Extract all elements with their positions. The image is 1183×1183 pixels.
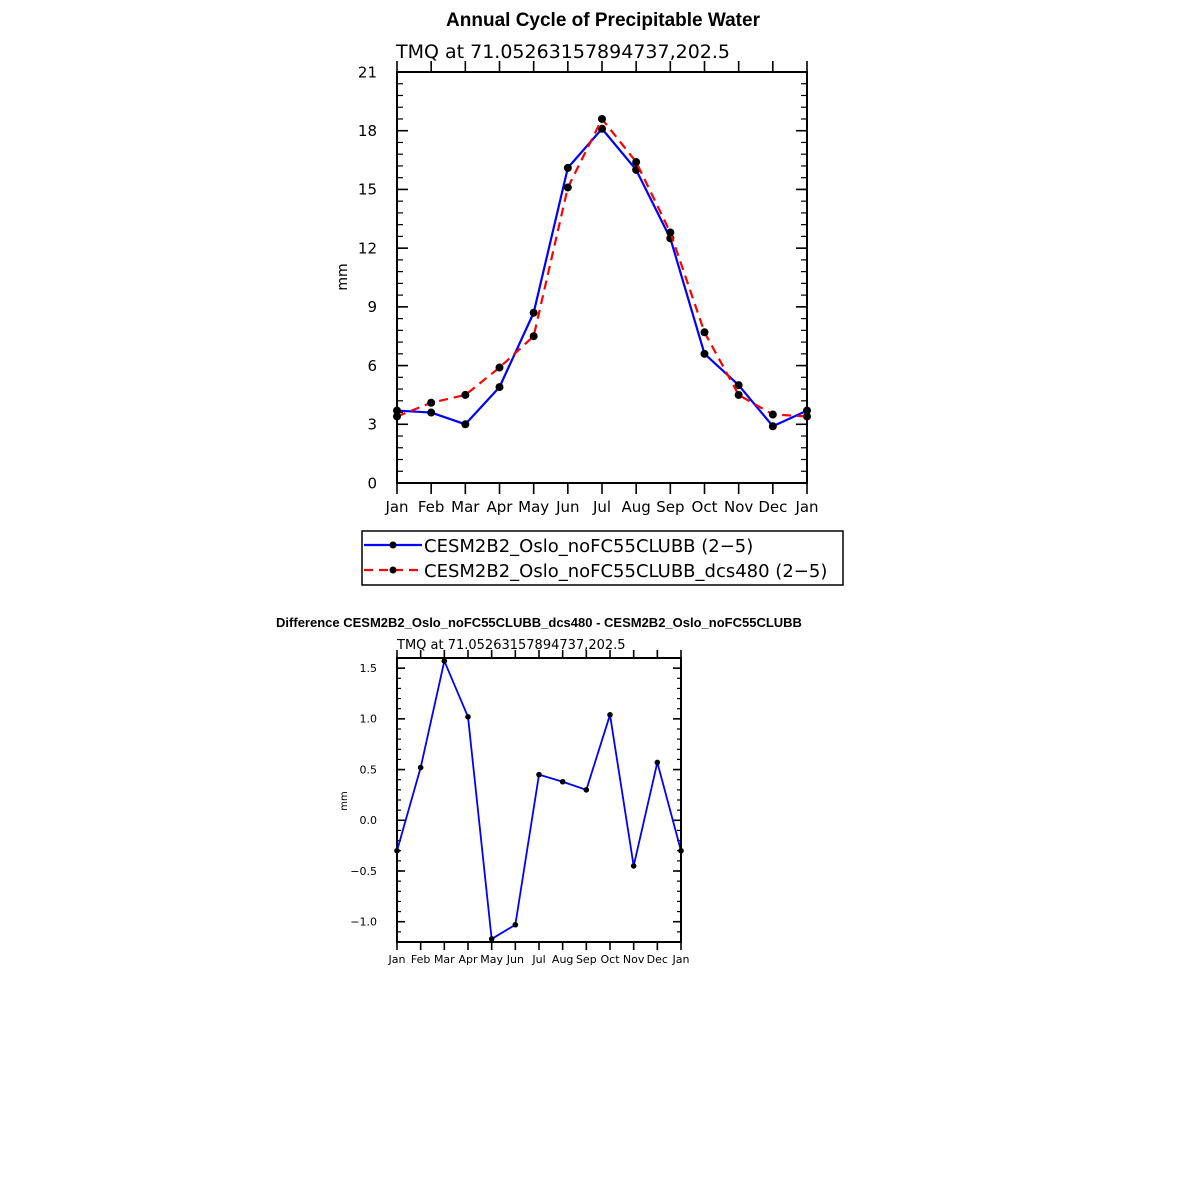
legend-label-series-1: CESM2B2_Oslo_noFC55CLUBB (2−5)	[424, 536, 753, 557]
x-tick-label: Nov	[724, 498, 753, 516]
x-tick-label: Dec	[647, 953, 668, 966]
x-tick-label: Nov	[623, 953, 645, 966]
series-line-2	[396, 117, 808, 418]
y-tick-label: 0.5	[360, 763, 378, 776]
chart1-title: Annual Cycle of Precipitable Water	[446, 10, 761, 31]
y-tick-label: 0	[367, 474, 377, 492]
chart2-ticks	[396, 650, 682, 950]
x-tick-label: Jan	[384, 498, 408, 516]
series-1-point	[441, 658, 448, 664]
x-tick-label: Apr	[487, 498, 514, 516]
y-tick-label: 15	[358, 181, 377, 199]
y-tick-label: 3	[367, 416, 377, 434]
chart1-ticks	[396, 61, 808, 494]
legend-box	[361, 530, 844, 586]
y-tick-label: 18	[358, 122, 377, 140]
series-1-point	[583, 787, 590, 793]
series-2-point	[666, 228, 675, 237]
y-tick-label: 1.0	[360, 713, 378, 726]
x-tick-label: May	[518, 498, 549, 516]
series-2-point	[598, 114, 606, 123]
y-tick-label: 1.5	[360, 662, 378, 675]
x-tick-label: Oct	[600, 953, 620, 966]
y-tick-label: 21	[358, 63, 377, 81]
x-tick-label: Jun	[555, 498, 579, 516]
series-line-1	[396, 660, 682, 940]
difference-chart: Difference CESM2B2_Oslo_noFC55CLUBB_dcs4…	[276, 615, 802, 966]
series-1-point	[536, 771, 542, 778]
series-1-point	[607, 712, 613, 718]
series-1-point	[495, 383, 504, 392]
chart2-series	[394, 658, 684, 942]
series-1-point	[427, 408, 436, 417]
x-tick-label: Sep	[576, 953, 597, 966]
chart2-plot-frame	[396, 657, 682, 943]
chart2-ylabel: mm	[339, 791, 350, 810]
series-1-point	[700, 349, 709, 358]
series-2-point	[563, 183, 572, 192]
x-tick-label: Jun	[506, 953, 524, 966]
y-tick-label: −0.5	[350, 865, 377, 878]
chart2-x-tick-labels: Jan Feb Mar Apr May Jun Jul Aug Sep Oct Nov Dec Jan	[388, 953, 690, 966]
y-tick-label: 9	[367, 298, 377, 316]
series-1-point	[529, 308, 538, 317]
series-2-point	[700, 328, 709, 337]
series-1-point	[465, 714, 471, 720]
series-1-point	[734, 381, 743, 390]
series-2-point	[734, 390, 743, 399]
series-1-point	[630, 863, 637, 869]
series-1-point	[598, 124, 606, 133]
series-1-point	[563, 163, 572, 172]
series-2-point	[461, 390, 470, 399]
series-1-point	[461, 420, 470, 429]
series-2-point	[768, 410, 777, 419]
series-1-point	[512, 921, 519, 928]
chart2-y-tick-labels: −1.0 −0.5 0.0 0.5 1.0 1.5	[350, 662, 377, 929]
legend: CESM2B2_Oslo_noFC55CLUBB (2−5) CESM2B2_O…	[361, 530, 844, 586]
series-line-1	[396, 127, 808, 428]
x-tick-label: Jan	[672, 953, 690, 966]
legend-marker-series-1	[389, 541, 397, 549]
series-1-point	[768, 422, 777, 431]
x-tick-label: Jan	[794, 498, 818, 516]
x-tick-label: Feb	[411, 953, 430, 966]
series-2-point	[632, 158, 641, 167]
x-tick-label: Mar	[434, 953, 455, 966]
x-tick-label: Jan	[388, 953, 406, 966]
legend-label-series-2: CESM2B2_Oslo_noFC55CLUBB_dcs480 (2−5)	[424, 561, 827, 582]
chart1-plot-frame	[396, 71, 808, 484]
chart1-y-tick-labels: 0 3 6 9 12 15 18 21	[358, 63, 377, 492]
x-tick-label: Mar	[451, 498, 480, 516]
x-tick-label: May	[480, 953, 503, 966]
y-tick-label: 12	[358, 239, 377, 257]
y-tick-label: 0.0	[360, 814, 378, 827]
x-tick-label: Feb	[418, 498, 445, 516]
chart2-title: Difference CESM2B2_Oslo_noFC55CLUBB_dcs4…	[276, 615, 802, 630]
series-2-point	[495, 363, 504, 372]
series-1-point	[417, 764, 424, 771]
x-tick-label: Jul	[531, 953, 545, 966]
series-1-point	[488, 936, 495, 942]
series-2-point	[427, 398, 436, 407]
chart1-x-tick-labels: Jan Feb Mar Apr May Jun Jul Aug Sep Oct Nov Dec Jan	[384, 498, 818, 516]
series-1-point	[559, 778, 566, 785]
chart2-subtitle: TMQ at 71.05263157894737,202.5	[396, 638, 626, 653]
chart1-subtitle: TMQ at 71.05263157894737,202.5	[395, 41, 730, 63]
y-tick-label: −1.0	[350, 916, 377, 929]
y-tick-label: 6	[367, 357, 377, 375]
x-tick-label: Apr	[458, 953, 478, 966]
series-2-point	[529, 332, 538, 341]
legend-marker-series-2	[389, 566, 397, 574]
x-tick-label: Aug	[552, 953, 573, 966]
chart1-series	[393, 114, 811, 431]
x-tick-label: Aug	[622, 498, 651, 516]
x-tick-label: Oct	[692, 498, 718, 516]
x-tick-label: Dec	[758, 498, 787, 516]
annual-cycle-chart: Annual Cycle of Precipitable Water TMQ a…	[335, 10, 819, 516]
x-tick-label: Jul	[592, 498, 611, 516]
series-1-point	[654, 759, 661, 766]
x-tick-label: Sep	[656, 498, 684, 516]
chart1-ylabel: mm	[335, 263, 351, 290]
